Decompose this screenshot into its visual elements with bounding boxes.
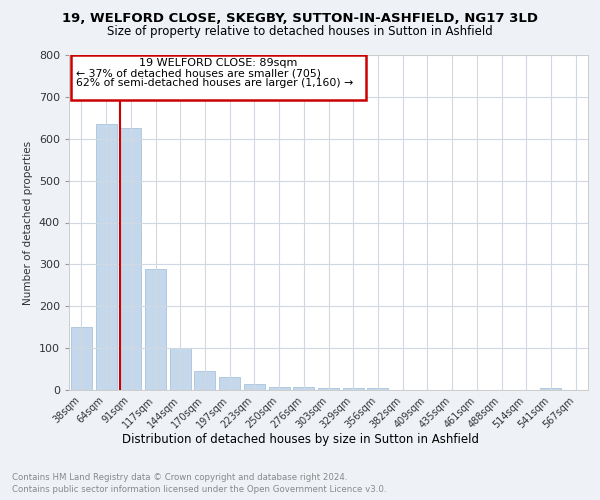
Bar <box>293 386 314 390</box>
Text: 19, WELFORD CLOSE, SKEGBY, SUTTON-IN-ASHFIELD, NG17 3LD: 19, WELFORD CLOSE, SKEGBY, SUTTON-IN-ASH… <box>62 12 538 26</box>
Text: 62% of semi-detached houses are larger (1,160) →: 62% of semi-detached houses are larger (… <box>76 78 353 88</box>
Bar <box>194 371 215 390</box>
Y-axis label: Number of detached properties: Number of detached properties <box>23 140 33 304</box>
Bar <box>343 388 364 390</box>
Text: Contains HM Land Registry data © Crown copyright and database right 2024.: Contains HM Land Registry data © Crown c… <box>12 472 347 482</box>
Text: ← 37% of detached houses are smaller (705): ← 37% of detached houses are smaller (70… <box>76 68 321 78</box>
Text: 19 WELFORD CLOSE: 89sqm: 19 WELFORD CLOSE: 89sqm <box>139 58 298 68</box>
Bar <box>367 388 388 390</box>
Bar <box>269 386 290 390</box>
Bar <box>244 384 265 390</box>
Bar <box>541 388 562 390</box>
Bar <box>219 378 240 390</box>
Bar <box>71 327 92 390</box>
Bar <box>120 128 141 390</box>
Text: Size of property relative to detached houses in Sutton in Ashfield: Size of property relative to detached ho… <box>107 25 493 38</box>
Bar <box>318 388 339 390</box>
Bar <box>95 124 116 390</box>
Bar <box>145 268 166 390</box>
Text: Contains public sector information licensed under the Open Government Licence v3: Contains public sector information licen… <box>12 485 386 494</box>
Bar <box>170 348 191 390</box>
FancyBboxPatch shape <box>71 55 365 100</box>
Text: Distribution of detached houses by size in Sutton in Ashfield: Distribution of detached houses by size … <box>121 432 479 446</box>
